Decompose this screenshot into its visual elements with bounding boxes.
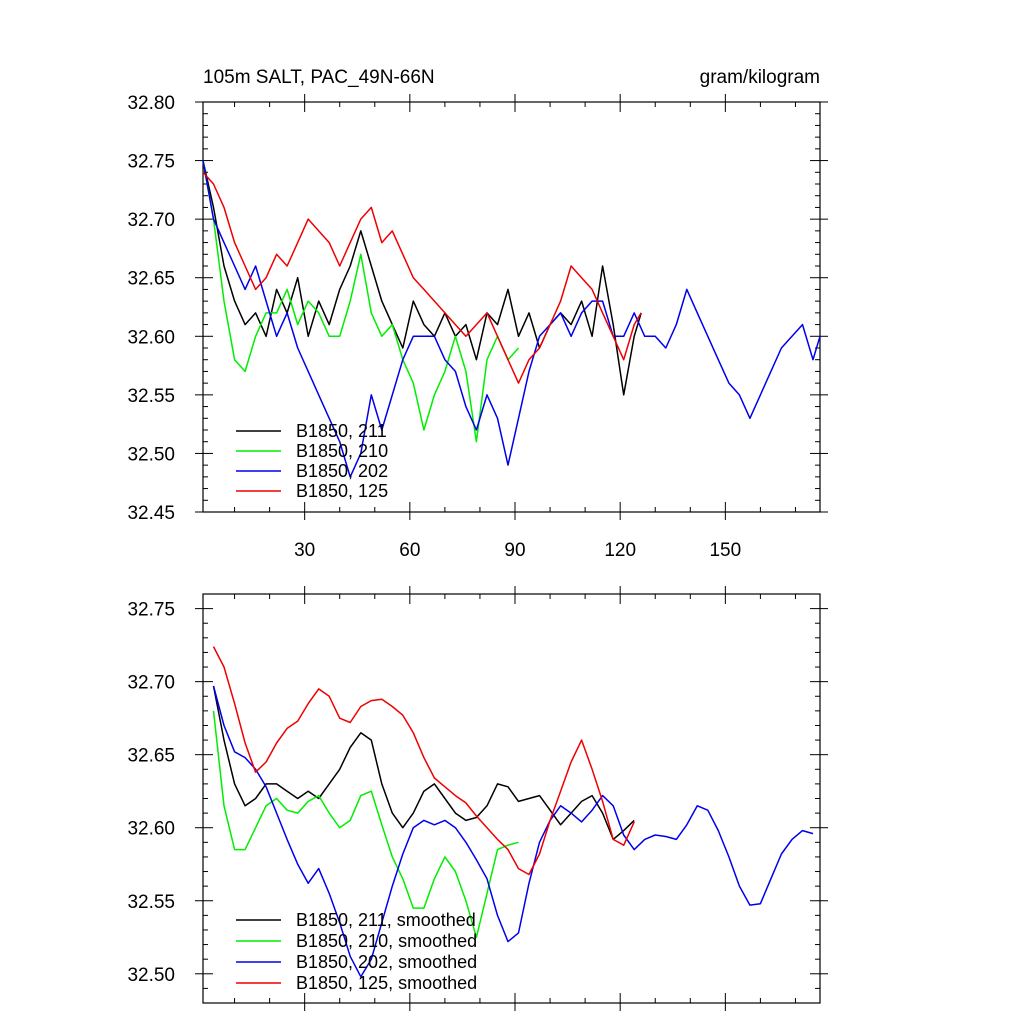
salinity-panel-smoothed: 32.50 32.55 32.60 32.65 32.70 32.75 B1850, 211…: [127, 586, 828, 1011]
series-line-0: [212, 685, 635, 841]
legend-label: B1850, 202: [296, 461, 388, 481]
legend-label: B1850, 125: [296, 481, 388, 501]
legend-label: B1850, 211: [296, 421, 387, 441]
y-tick-label: 32.45: [127, 503, 175, 524]
y-tick-label: 32.50: [127, 444, 175, 465]
chart-units: gram/kilogram: [700, 67, 820, 88]
legend-label: B1850, 125, smoothed: [296, 973, 477, 993]
legend-label: B1850, 211, smoothed: [296, 910, 476, 930]
y-tick-label: 32.55: [127, 892, 175, 913]
y-tick-label: 32.70: [127, 210, 175, 231]
series-line-1: [212, 710, 519, 939]
legend-label: B1850, 202, smoothed: [296, 952, 477, 972]
plot-frame: [202, 101, 821, 513]
y-tick-label: 32.80: [127, 93, 175, 114]
legend-label: B1850, 210, smoothed: [296, 931, 477, 951]
x-tick-label: 90: [504, 540, 525, 561]
y-tick-label: 32.60: [127, 819, 175, 840]
y-tick-label: 32.70: [127, 673, 175, 694]
y-tick-label: 32.75: [127, 152, 175, 173]
series-line-1: [202, 160, 520, 443]
y-tick-label: 32.65: [127, 746, 175, 767]
x-tick-label: 60: [399, 540, 420, 561]
series-line-3: [212, 646, 635, 876]
salinity-panel-raw: 105m SALT, PAC_49N-66N gram/kilogram 30 6…: [127, 67, 828, 561]
x-tick-label: 30: [294, 540, 315, 561]
legend-label: B1850, 210: [296, 441, 388, 461]
x-tick-label: 150: [709, 540, 741, 561]
y-tick-label: 32.65: [127, 269, 175, 290]
series-line-3: [202, 171, 642, 384]
y-tick-label: 32.55: [127, 386, 175, 407]
x-tick-label: 120: [604, 540, 636, 561]
series-line-0: [202, 160, 642, 396]
y-tick-label: 32.60: [127, 327, 175, 348]
series-line-2: [202, 160, 821, 478]
y-tick-label: 32.50: [127, 965, 175, 986]
chart-title: 105m SALT, PAC_49N-66N: [203, 67, 435, 88]
series-line-2: [212, 685, 814, 978]
y-tick-label: 32.75: [127, 600, 175, 621]
